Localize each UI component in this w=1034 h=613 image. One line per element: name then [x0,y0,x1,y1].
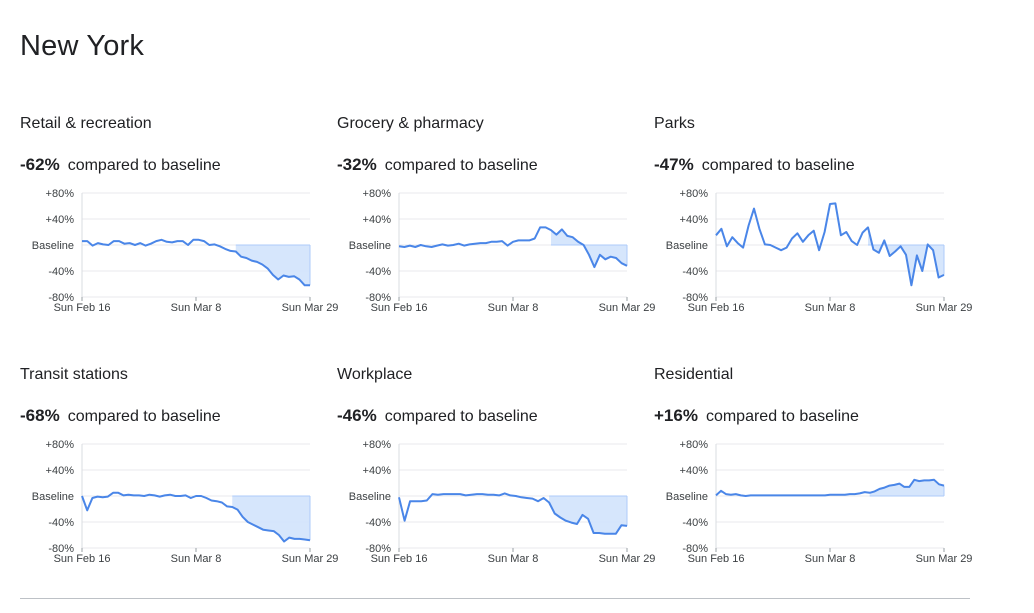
y-tick-label: +40% [363,465,392,477]
page-title: New York [20,30,145,62]
y-tick-label: Baseline [666,240,708,252]
y-tick-label: Baseline [349,491,391,503]
category-panel: Grocery & pharmacy -32% compared to baseli… [337,115,656,355]
deviation-area [549,496,627,534]
series-line [82,238,310,287]
x-tick-label: Sun Mar 8 [488,302,539,314]
compare-label: compared to baseline [705,408,859,425]
y-tick-label: +80% [680,439,709,451]
y-tick-label: +80% [363,439,392,451]
y-tick-label: -80% [682,543,708,555]
x-tick-label: Sun Feb 16 [688,302,745,314]
x-tick-label: Sun Mar 8 [488,553,539,565]
series-line [81,491,311,543]
y-tick-label: -80% [365,543,391,555]
series-line [715,478,945,497]
change-percent: +16% [654,406,698,425]
change-summary: -68% compared to baseline [20,406,221,426]
y-tick-label: -80% [682,292,708,304]
y-tick-label: -80% [365,292,391,304]
y-tick-label: Baseline [32,240,74,252]
mobility-chart: +80% +40% Baseline -40% -80%Sun Feb 16 Sun Ma… [666,439,973,565]
y-tick-label: -40% [365,517,391,529]
compare-label: compared to baseline [384,408,538,425]
deviation-area [551,229,627,268]
x-tick-label: Sun Mar 29 [599,553,656,565]
series-line [715,202,945,287]
x-tick-label: Sun Mar 29 [916,302,973,314]
category-title: Workplace [337,366,413,383]
compare-label: compared to baseline [67,408,221,425]
compare-label: compared to baseline [384,157,538,174]
mobility-chart: +80% +40% Baseline -40% -80%Sun Feb 16 Sun Ma… [32,439,339,565]
deviation-area [232,496,310,542]
mobility-chart: +80% +40% Baseline -40% -80%Sun Feb 16 Sun Ma… [349,439,656,565]
x-tick-label: Sun Feb 16 [371,302,428,314]
change-summary: -46% compared to baseline [337,406,538,426]
y-tick-label: +80% [680,188,709,200]
y-tick-label: +80% [46,439,75,451]
category-panel: Residential +16% compared to baseline +80% +… [654,366,973,606]
x-tick-label: Sun Mar 29 [282,302,339,314]
mobility-chart: +80% +40% Baseline -40% -80%Sun Feb 16 Sun Ma… [666,188,973,314]
x-tick-label: Sun Mar 8 [171,302,222,314]
mobility-chart: +80% +40% Baseline -40% -80%Sun Feb 16 Sun Ma… [32,188,339,314]
y-tick-label: +40% [680,214,709,226]
change-percent: -32% [337,155,377,174]
y-tick-label: Baseline [666,491,708,503]
series-line [398,492,628,535]
y-tick-label: +40% [46,465,75,477]
category-title: Retail & recreation [20,115,152,132]
x-tick-label: Sun Mar 29 [916,553,973,565]
category-panel: Retail & recreation -62% compared to basel… [20,115,339,355]
y-tick-label: +80% [46,188,75,200]
category-title: Parks [654,115,695,132]
category-title: Transit stations [20,366,128,383]
y-tick-label: -40% [48,517,74,529]
category-panel: Transit stations -68% compared to baseline… [20,366,339,606]
y-tick-label: +80% [363,188,392,200]
change-percent: -68% [20,406,60,425]
mobility-chart: +80% +40% Baseline -40% -80%Sun Feb 16 Sun Ma… [349,188,656,314]
x-tick-label: Sun Mar 8 [171,553,222,565]
x-tick-label: Sun Mar 29 [599,302,656,314]
y-tick-label: -80% [48,292,74,304]
y-tick-label: +40% [680,465,709,477]
change-summary: -32% compared to baseline [337,155,538,175]
change-percent: -62% [20,155,60,174]
category-panel: Parks -47% compared to baseline +80% +40% Bas… [654,115,973,355]
x-tick-label: Sun Mar 29 [282,553,339,565]
compare-label: compared to baseline [67,157,221,174]
y-tick-label: -40% [48,266,74,278]
change-summary: +16% compared to baseline [654,406,859,426]
x-tick-label: Sun Feb 16 [54,302,111,314]
x-tick-label: Sun Mar 8 [805,553,856,565]
y-tick-label: +40% [363,214,392,226]
y-tick-label: +40% [46,214,75,226]
change-summary: -47% compared to baseline [654,155,855,175]
y-tick-label: Baseline [349,240,391,252]
x-tick-label: Sun Feb 16 [688,553,745,565]
change-summary: -62% compared to baseline [20,155,221,175]
x-tick-label: Sun Feb 16 [54,553,111,565]
category-title: Grocery & pharmacy [337,115,484,132]
y-tick-label: -40% [682,517,708,529]
y-tick-label: Baseline [32,491,74,503]
x-tick-label: Sun Feb 16 [371,553,428,565]
compare-label: compared to baseline [701,157,855,174]
deviation-area [235,245,310,286]
change-percent: -46% [337,406,377,425]
y-tick-label: -40% [365,266,391,278]
y-tick-label: -40% [682,266,708,278]
y-tick-label: -80% [48,543,74,555]
category-panel: Workplace -46% compared to baseline +80% +40… [337,366,656,606]
x-tick-label: Sun Mar 8 [805,302,856,314]
change-percent: -47% [654,155,694,174]
category-title: Residential [654,366,734,383]
bottom-divider [20,598,970,599]
series-line [398,226,628,269]
